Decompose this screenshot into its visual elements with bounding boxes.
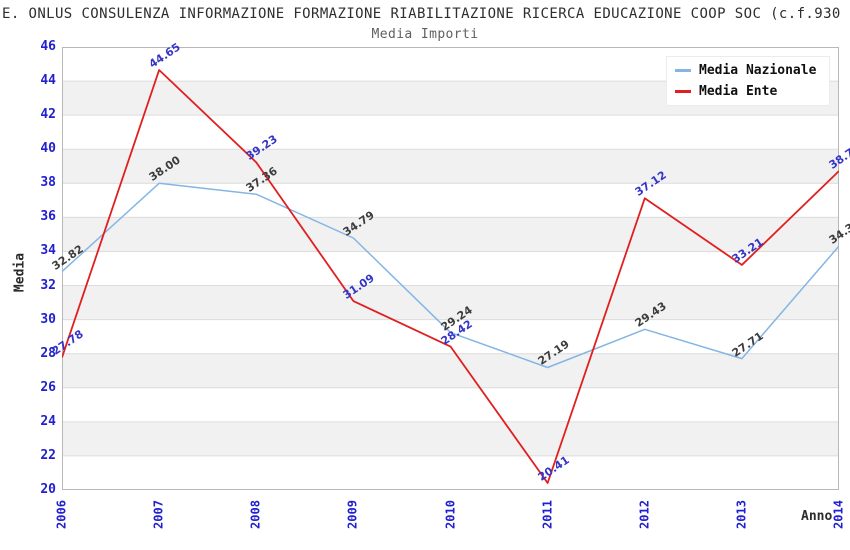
plot-band: [62, 183, 839, 218]
series-line-media-ente: [62, 69, 839, 484]
plot-band: [62, 149, 839, 184]
plot-band: [62, 285, 839, 320]
plot-band: [62, 387, 839, 422]
y-tick-label: 20: [40, 482, 56, 497]
x-tick-label: 2008: [248, 500, 263, 529]
legend-item-media-nazionale: Media Nazionale: [675, 63, 821, 78]
plot-band: [62, 251, 839, 286]
legend-label-media-nazionale: Media Nazionale: [699, 63, 817, 78]
y-tick-label: 40: [40, 141, 56, 157]
x-tick-label: 2009: [345, 500, 360, 529]
x-tick-label: 2007: [151, 500, 166, 529]
y-tick-label: 22: [40, 447, 56, 463]
plot-band: [62, 455, 839, 490]
plot-band: [62, 353, 839, 388]
plot-band: [62, 115, 839, 150]
plot-area: [62, 47, 839, 490]
plot-border: [62, 47, 839, 490]
chart-subtitle: Media Importi: [371, 27, 479, 42]
x-axis-title: Anno: [801, 509, 833, 524]
y-tick-label: 24: [40, 413, 56, 429]
plot-band: [62, 421, 839, 456]
y-tick-label: 42: [40, 107, 56, 123]
y-tick-label: 28: [40, 345, 56, 361]
x-tick-label: 2006: [54, 500, 69, 529]
x-tick-label: 2010: [443, 500, 457, 529]
series-line-media-nazionale: [62, 182, 839, 369]
x-tick-label: 2012: [637, 500, 652, 529]
plot-band: [62, 217, 839, 252]
y-tick-label: 32: [40, 277, 56, 293]
legend-item-media-ente: Media Ente: [675, 84, 821, 99]
y-tick-label: 34: [40, 243, 56, 259]
x-tick-label: 2014: [831, 500, 846, 529]
y-tick-label: 46: [40, 39, 56, 54]
x-tick-label: 2011: [540, 500, 555, 529]
y-tick-label: 44: [40, 73, 56, 89]
legend: Media Nazionale Media Ente: [666, 56, 830, 106]
y-tick-label: 26: [40, 379, 56, 395]
y-tick-label: 30: [40, 311, 56, 327]
media-ente-line-swatch: [675, 90, 691, 93]
y-tick-label: 36: [40, 209, 56, 225]
media-nazionale-line-swatch: [675, 69, 691, 72]
x-tick-label: 2013: [734, 500, 749, 529]
legend-label-media-ente: Media Ente: [699, 84, 778, 99]
y-tick-label: 38: [40, 175, 56, 191]
chart-title: E. ONLUS CONSULENZA INFORMAZIONE FORMAZI…: [2, 6, 841, 22]
